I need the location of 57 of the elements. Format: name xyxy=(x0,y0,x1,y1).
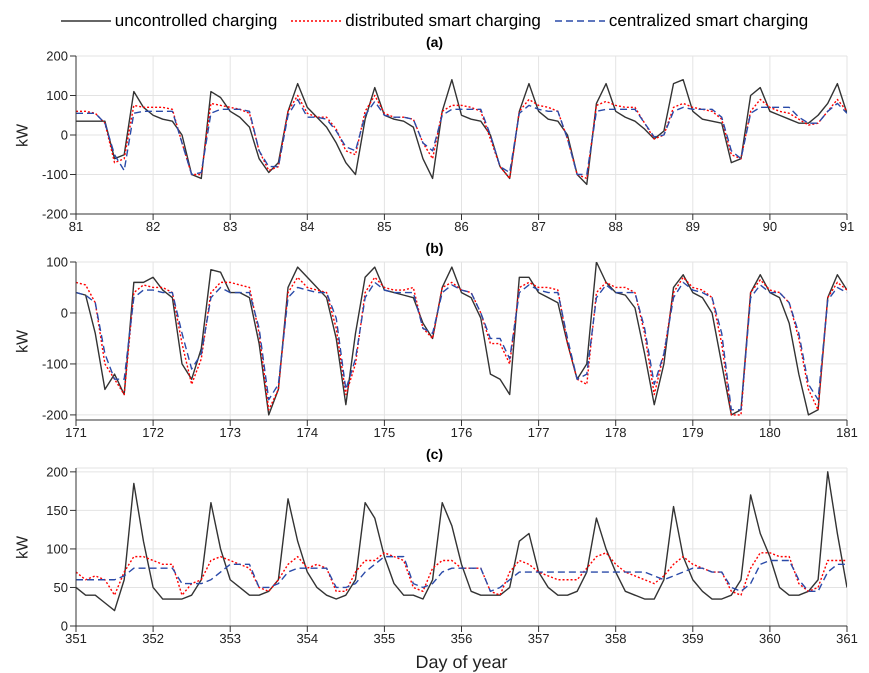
x-tick-label: 176 xyxy=(450,425,472,440)
x-tick-label: 87 xyxy=(531,219,546,234)
x-tick-label: 85 xyxy=(377,219,392,234)
y-tick-label: 100 xyxy=(46,542,68,557)
x-tick-label: 358 xyxy=(604,631,627,646)
y-tick-label: 50 xyxy=(54,580,68,596)
x-tick-label: 354 xyxy=(296,631,318,646)
chart-title: (c) xyxy=(424,446,444,462)
x-tick-label: 352 xyxy=(142,631,164,646)
y-tick-label: 150 xyxy=(46,503,68,518)
chart-title: (a) xyxy=(424,34,444,50)
x-tick-label: 356 xyxy=(450,631,472,646)
legend-label: distributed smart charging xyxy=(345,11,541,31)
y-axis-title: kW xyxy=(14,329,32,353)
y-tick-label: 200 xyxy=(46,464,68,480)
y-tick-label: 100 xyxy=(46,254,68,270)
x-tick-label: 178 xyxy=(604,425,627,440)
x-tick-label: 180 xyxy=(759,425,781,440)
x-tick-label: 83 xyxy=(222,219,238,234)
x-tick-label: 174 xyxy=(296,425,318,440)
y-tick-label: 0 xyxy=(60,128,68,143)
x-tick-label: 88 xyxy=(608,219,623,234)
x-tick-label: 89 xyxy=(686,219,700,234)
y-tick-label: -200 xyxy=(42,408,68,423)
x-tick-label: 84 xyxy=(300,219,315,234)
x-tick-label: 351 xyxy=(65,631,87,646)
x-tick-label: 81 xyxy=(68,219,84,234)
x-tick-label: 86 xyxy=(454,219,469,234)
legend-label: uncontrolled charging xyxy=(114,11,278,31)
y-tick-label: 100 xyxy=(46,88,68,104)
x-tick-label: 173 xyxy=(219,425,242,440)
x-tick-label: 361 xyxy=(836,631,858,646)
y-tick-label: 0 xyxy=(60,306,68,321)
y-tick-label: -100 xyxy=(42,167,68,182)
chart-title: (b) xyxy=(424,240,444,256)
x-tick-label: 355 xyxy=(374,631,396,646)
x-tick-label: 359 xyxy=(682,631,704,646)
x-tick-label: 353 xyxy=(219,631,242,646)
legend-label: centralized smart charging xyxy=(608,11,808,31)
x-tick-label: 179 xyxy=(682,425,704,440)
x-tick-label: 360 xyxy=(759,631,781,646)
y-tick-label: 0 xyxy=(60,618,68,634)
x-tick-label: 177 xyxy=(528,425,550,440)
x-tick-label: 357 xyxy=(528,631,550,646)
x-tick-label: 181 xyxy=(836,425,858,440)
y-tick-label: 200 xyxy=(46,48,68,64)
x-tick-label: 90 xyxy=(762,219,778,234)
y-tick-label: -100 xyxy=(42,356,68,372)
y-axis-title: kW xyxy=(14,123,32,147)
y-tick-label: -200 xyxy=(42,206,68,222)
x-axis-title: Day of year xyxy=(415,652,508,672)
x-tick-label: 171 xyxy=(65,425,87,440)
x-tick-label: 82 xyxy=(146,219,160,234)
x-tick-label: 91 xyxy=(840,219,854,234)
x-tick-label: 175 xyxy=(374,425,396,440)
x-tick-label: 172 xyxy=(142,425,164,440)
y-axis-title: kW xyxy=(14,535,32,559)
